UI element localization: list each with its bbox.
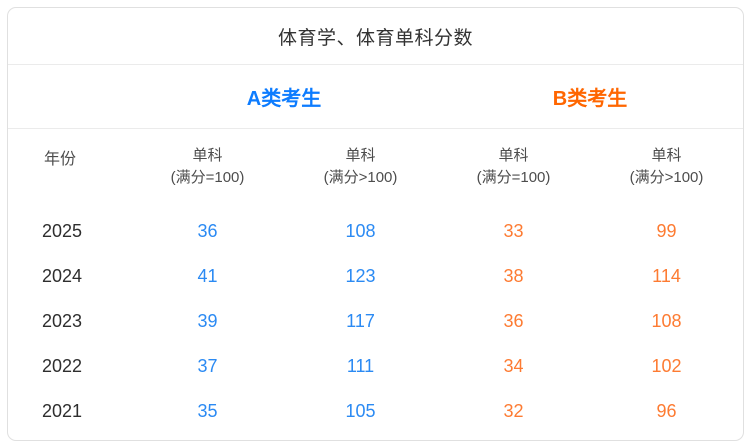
table-row: 2023 39 117 36 108 <box>8 299 743 344</box>
score-b-eq: 38 <box>503 266 524 286</box>
category-b-label: B类考生 <box>552 88 628 110</box>
score-a-eq: 37 <box>197 356 218 376</box>
column-header-subject-label: 单科 <box>498 147 529 164</box>
score-b-gt: 114 <box>652 266 681 286</box>
year-cell: 2022 <box>42 356 83 376</box>
score-a-eq: 35 <box>197 401 218 421</box>
column-header-fullscore-label: (满分>100) <box>323 169 398 186</box>
column-header-fullscore-label: (满分=100) <box>476 169 551 186</box>
score-a-gt: 111 <box>346 356 375 376</box>
score-a-eq: 41 <box>197 266 218 286</box>
year-cell: 2021 <box>42 401 83 421</box>
column-header-a-eq: 单科 (满分=100) <box>131 145 284 189</box>
table-row: 2022 37 111 34 102 <box>8 344 743 389</box>
score-b-gt: 99 <box>656 221 677 241</box>
score-table-card: 体育学、体育单科分数 A类考生 B类考生 年份 单科 (满分=100) 单科 (… <box>7 7 744 441</box>
score-b-eq: 36 <box>503 311 524 331</box>
score-b-gt: 96 <box>656 401 677 421</box>
column-header-subject-label: 单科 <box>345 147 376 164</box>
score-a-gt: 123 <box>345 266 376 286</box>
year-cell: 2024 <box>42 266 83 286</box>
score-b-eq: 34 <box>503 356 524 376</box>
score-b-gt: 102 <box>651 356 682 376</box>
score-a-gt: 117 <box>346 311 375 331</box>
score-b-eq: 32 <box>503 401 524 421</box>
year-cell: 2025 <box>42 221 83 241</box>
category-a-label: A类考生 <box>246 88 322 110</box>
score-b-gt: 108 <box>651 311 682 331</box>
column-header-subject-label: 单科 <box>192 147 223 164</box>
column-header-row: 年份 单科 (满分=100) 单科 (满分>100) 单科 (满分=100) 单… <box>8 129 743 209</box>
score-a-gt: 108 <box>345 221 376 241</box>
score-a-eq: 36 <box>197 221 218 241</box>
table-row: 2024 41 123 38 114 <box>8 254 743 299</box>
card-header: 体育学、体育单科分数 <box>8 8 743 65</box>
table-row: 2025 36 108 33 99 <box>8 209 743 254</box>
category-header-row: A类考生 B类考生 <box>8 65 743 129</box>
score-b-eq: 33 <box>503 221 524 241</box>
column-header-subject-label: 单科 <box>651 147 682 164</box>
table-row: 2021 35 105 32 96 <box>8 389 743 434</box>
score-a-eq: 39 <box>197 311 218 331</box>
column-header-year: 年份 <box>44 151 77 168</box>
column-header-b-gt: 单科 (满分>100) <box>590 145 743 189</box>
column-header-b-eq: 单科 (满分=100) <box>437 145 590 189</box>
column-header-a-gt: 单科 (满分>100) <box>284 145 437 189</box>
card-title: 体育学、体育单科分数 <box>277 27 473 49</box>
column-header-fullscore-label: (满分>100) <box>629 169 704 186</box>
column-header-fullscore-label: (满分=100) <box>170 169 245 186</box>
score-a-gt: 105 <box>345 401 376 421</box>
year-cell: 2023 <box>42 311 83 331</box>
